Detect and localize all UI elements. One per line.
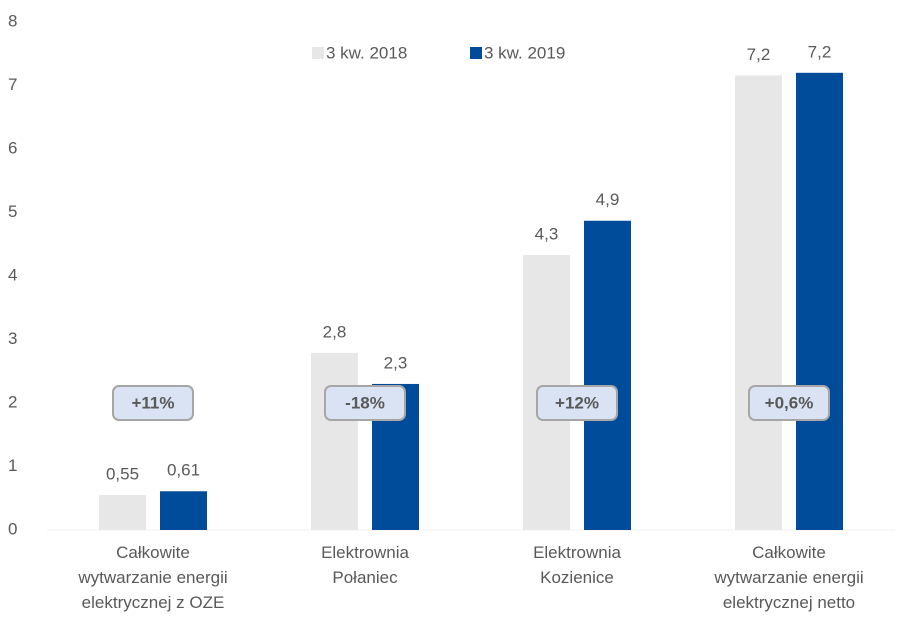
bar <box>311 352 358 530</box>
annotation-box <box>748 385 830 421</box>
annotation-label: -18% <box>345 393 385 412</box>
legend-label: 3 kw. 2019 <box>484 43 565 62</box>
x-tick-label: Całkowite wytwarzanie energii elektryczn… <box>714 543 864 612</box>
value-label: 0,55 <box>106 465 139 484</box>
annotation-label: +0,6% <box>765 393 814 412</box>
bar <box>584 220 631 530</box>
legend-label: 3 kw. 2018 <box>326 43 407 62</box>
x-tick-label: Elektrownia Połaniec <box>321 543 409 587</box>
value-label: 7,2 <box>747 45 771 64</box>
value-label: 7,2 <box>808 42 832 61</box>
annotation-box <box>112 385 194 421</box>
bar <box>160 491 207 530</box>
y-tick-label: 8 <box>8 11 17 30</box>
bar <box>99 495 146 530</box>
legend-swatch <box>312 47 324 59</box>
y-tick-label: 5 <box>8 202 17 221</box>
legend-swatch <box>470 47 482 59</box>
y-tick-label: 1 <box>8 456 17 475</box>
y-tick-label: 4 <box>8 265 17 284</box>
value-label: 2,3 <box>384 353 408 372</box>
annotation-box <box>536 385 618 421</box>
value-label: 4,3 <box>535 225 559 244</box>
y-tick-label: 0 <box>8 519 17 538</box>
y-tick-label: 7 <box>8 75 17 94</box>
y-tick-label: 6 <box>8 138 17 157</box>
x-tick-label: Elektrownia Kozienice <box>533 543 621 587</box>
y-tick-label: 3 <box>8 329 17 348</box>
y-tick-label: 2 <box>8 392 17 411</box>
annotation-box <box>324 385 406 421</box>
value-label: 4,9 <box>596 190 620 209</box>
annotation-label: +12% <box>555 393 599 412</box>
annotation-label: +11% <box>131 393 174 412</box>
value-label: 2,8 <box>323 322 347 341</box>
bar <box>735 75 782 530</box>
bar <box>796 72 843 531</box>
value-label: 0,61 <box>167 461 200 480</box>
x-tick-label: Całkowite wytwarzanie energii elektryczn… <box>78 543 228 612</box>
